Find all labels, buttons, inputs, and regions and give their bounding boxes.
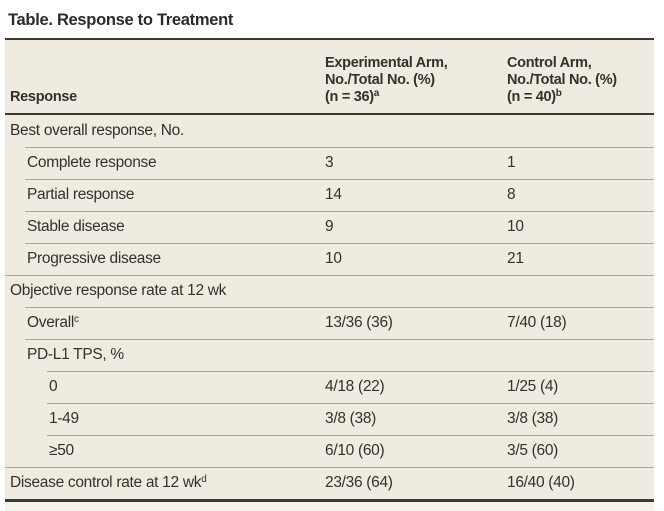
cell-experimental: 14 [325,186,342,203]
footnote-marker: d [201,474,207,485]
table-row: PD-L1 TPS, % [5,339,654,371]
cell-experimental: 3/8 (38) [325,410,377,427]
title-strip: Table. Response to Treatment [0,0,664,38]
cell-experimental: 3 [325,154,334,171]
row-label: ≥50 [49,442,74,459]
cell-experimental: 6/10 (60) [325,442,385,459]
table-title: Table. Response to Treatment [8,10,234,29]
row-label: Objective response rate at 12 wk [10,282,227,299]
table-row: ≥50 6/10 (60) 3/5 (60) [5,435,654,467]
row-label: Stable disease [27,218,125,235]
cell-control: 10 [507,218,524,235]
table-row: Complete response 3 1 [5,147,654,179]
table-row: Best overall response, No. [5,115,654,147]
table-row: Overallc 13/36 (36) 7/40 (18) [5,307,654,339]
table-header: Response Experimental Arm, No./Total No.… [5,40,654,113]
row-label: Overallc [27,314,79,331]
table-row: Partial response 14 8 [5,179,654,211]
row-label: PD-L1 TPS, % [27,346,124,363]
row-separator [47,403,654,404]
cell-control: 21 [507,250,524,267]
cell-control: 3/5 (60) [507,442,559,459]
header-rule [5,113,654,115]
row-label: Partial response [27,186,135,203]
cell-control: 3/8 (38) [507,410,559,427]
column-header-control: Control Arm, No./Total No. (%) (n = 40)b [507,55,654,106]
row-label: Disease control rate at 12 wkd [10,474,207,491]
table-row: Stable disease 9 10 [5,211,654,243]
cell-control: 1 [507,154,516,171]
column-header-experimental: Experimental Arm, No./Total No. (%) (n =… [325,55,507,106]
experimental-header-line1: Experimental Arm, [325,55,448,71]
cell-experimental: 9 [325,218,334,235]
table-row: Disease control rate at 12 wkd 23/36 (64… [5,467,654,499]
cell-experimental: 13/36 (36) [325,314,393,331]
row-separator [5,275,654,276]
table-row: Objective response rate at 12 wk [5,275,654,307]
experimental-header-line2: No./Total No. (%) [325,72,435,88]
row-separator [25,179,654,180]
cell-control: 16/40 (40) [507,474,575,491]
row-label: 1-49 [49,410,79,427]
row-separator [25,243,654,244]
row-label: Best overall response, No. [10,122,184,139]
row-separator [47,371,654,372]
cell-experimental: 10 [325,250,342,267]
row-separator [25,211,654,212]
row-separator [25,307,654,308]
table-row: 0 4/18 (22) 1/25 (4) [5,371,654,403]
row-label: 0 [49,378,58,395]
footnote-marker-b: b [555,88,562,99]
control-header-line3: (n = 40)b [507,88,562,106]
row-label: Complete response [27,154,157,171]
response-header-label: Response [10,89,77,105]
control-header-line2: No./Total No. (%) [507,72,617,88]
top-rule [5,38,654,40]
cell-experimental: 4/18 (22) [325,378,385,395]
footnote-marker: c [74,314,79,325]
cell-experimental: 23/36 (64) [325,474,393,491]
experimental-header-line3: (n = 36)a [325,88,380,106]
bottom-rule [5,499,654,502]
row-label: Progressive disease [27,250,161,267]
table-row: 1-49 3/8 (38) 3/8 (38) [5,403,654,435]
column-header-response: Response [5,89,325,106]
row-separator [25,339,654,340]
cell-control: 8 [507,186,516,203]
footnote-marker-a: a [373,88,380,99]
below-table-margin [5,502,654,511]
table-row: Progressive disease 10 21 [5,243,654,275]
treatment-table: Response Experimental Arm, No./Total No.… [5,38,654,502]
cell-control: 7/40 (18) [507,314,567,331]
table-body: Best overall response, No. Complete resp… [5,115,654,499]
cell-control: 1/25 (4) [507,378,559,395]
row-separator [5,467,654,468]
control-header-line1: Control Arm, [507,55,592,71]
row-separator [25,147,654,148]
row-separator [47,435,654,436]
